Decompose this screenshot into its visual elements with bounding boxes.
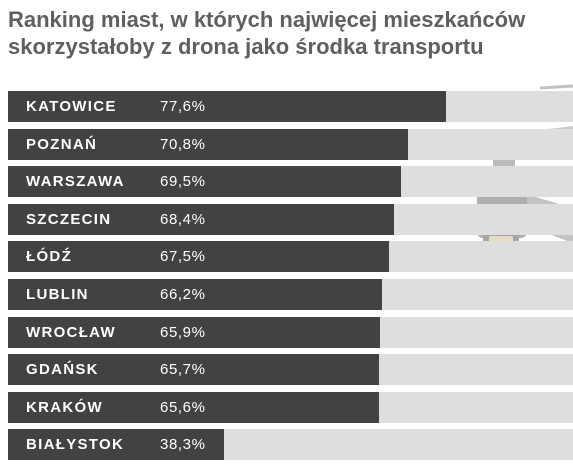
category-label: ŁÓDŹ bbox=[26, 248, 73, 266]
bar-row: KRAKÓW 65,6% bbox=[8, 391, 573, 423]
chart-title: Ranking miast, w których najwięcej miesz… bbox=[8, 7, 526, 59]
value-label: 77,6% bbox=[160, 98, 206, 115]
bar-row: ŁÓDŹ 67,5% bbox=[8, 241, 573, 273]
bar-row: BIAŁYSTOK 38,3% bbox=[8, 429, 573, 461]
category-label: WARSZAWA bbox=[26, 173, 125, 191]
bar bbox=[8, 354, 380, 386]
bar bbox=[8, 91, 447, 122]
bar bbox=[8, 128, 409, 160]
value-label: 70,8% bbox=[160, 135, 206, 153]
bar-row: SZCZECIN 68,4% bbox=[8, 203, 573, 235]
bar-row: GDAŃSK 65,7% bbox=[8, 354, 573, 386]
value-label: 69,5% bbox=[160, 173, 206, 191]
value-label: 65,6% bbox=[160, 398, 206, 416]
bar bbox=[8, 166, 401, 198]
bar-row: KATOWICE 77,6% bbox=[8, 91, 573, 122]
category-label: KRAKÓW bbox=[26, 398, 103, 416]
bar bbox=[8, 429, 225, 461]
category-label: KATOWICE bbox=[26, 98, 117, 115]
category-label: LUBLIN bbox=[26, 285, 89, 303]
category-label: POZNAŃ bbox=[26, 135, 98, 153]
bar-chart: KATOWICE 77,6% POZNAŃ 70,8% WARSZAWA 69,5% SZC… bbox=[8, 91, 573, 467]
value-label: 68,4% bbox=[160, 210, 206, 228]
bar bbox=[8, 316, 381, 348]
value-label: 65,9% bbox=[160, 323, 206, 341]
category-label: BIAŁYSTOK bbox=[26, 436, 125, 454]
category-label: SZCZECIN bbox=[26, 210, 112, 228]
bar bbox=[8, 203, 395, 235]
bar bbox=[8, 391, 379, 423]
category-label: WROCŁAW bbox=[26, 323, 116, 341]
value-label: 67,5% bbox=[160, 248, 206, 266]
bar bbox=[8, 278, 383, 310]
bar bbox=[8, 241, 390, 273]
bar-row: LUBLIN 66,2% bbox=[8, 278, 573, 310]
value-label: 38,3% bbox=[160, 436, 206, 454]
value-label: 66,2% bbox=[160, 285, 206, 303]
bar-row: WARSZAWA 69,5% bbox=[8, 166, 573, 198]
bar-row: WROCŁAW 65,9% bbox=[8, 316, 573, 348]
category-label: GDAŃSK bbox=[26, 361, 99, 379]
bar-row: POZNAŃ 70,8% bbox=[8, 128, 573, 160]
value-label: 65,7% bbox=[160, 361, 206, 379]
